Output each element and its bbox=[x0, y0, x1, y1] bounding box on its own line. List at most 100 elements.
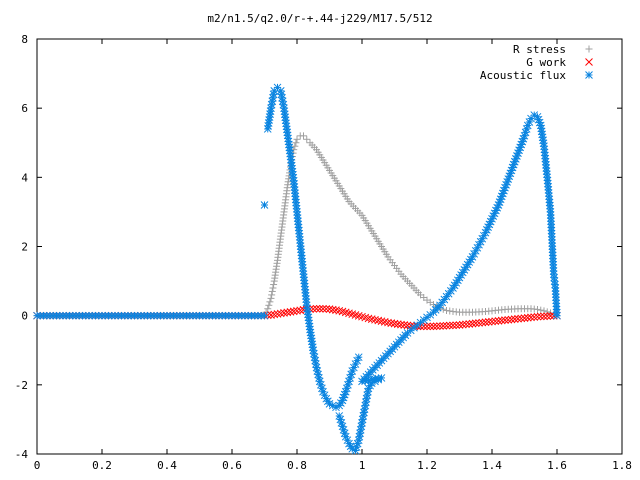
legend-marker bbox=[585, 71, 593, 79]
data-point bbox=[481, 318, 490, 327]
data-point bbox=[471, 319, 480, 328]
data-point bbox=[491, 317, 500, 326]
y-tick-label: 8 bbox=[21, 33, 28, 46]
data-point bbox=[533, 112, 542, 121]
data-point bbox=[264, 305, 272, 313]
data-point bbox=[312, 304, 321, 313]
data-point bbox=[534, 305, 541, 313]
x-tick-label: 1.4 bbox=[482, 459, 502, 472]
series-layer bbox=[33, 83, 561, 455]
y-tick-label: 4 bbox=[21, 171, 28, 184]
data-point bbox=[335, 306, 344, 315]
data-point bbox=[446, 307, 454, 315]
data-point bbox=[380, 318, 389, 326]
data-point bbox=[276, 309, 285, 318]
data-point bbox=[501, 316, 509, 325]
data-point bbox=[527, 313, 535, 322]
data-point bbox=[497, 316, 506, 325]
axes: 0 0.2 0.4 0.6 0.8 1 1.2 1.4 1.6 1.8 -4 -2 0 2 4 6 8 bbox=[15, 33, 632, 472]
data-point bbox=[384, 318, 392, 327]
x-tick-label: 1.2 bbox=[417, 459, 437, 472]
x-tick-label: 0.8 bbox=[287, 459, 307, 472]
legend-marker bbox=[585, 45, 593, 53]
data-point bbox=[300, 132, 307, 140]
data-point bbox=[400, 321, 409, 329]
data-point bbox=[270, 281, 278, 289]
x-tick-label: 1.6 bbox=[547, 459, 567, 472]
data-point bbox=[286, 308, 295, 316]
series-acoustic-flux bbox=[33, 83, 561, 455]
x-tick-label: 1.8 bbox=[612, 459, 632, 472]
data-point bbox=[510, 315, 519, 323]
data-point bbox=[322, 305, 331, 313]
data-point bbox=[449, 321, 457, 330]
data-point bbox=[292, 139, 300, 147]
data-point bbox=[364, 314, 373, 323]
legend-marker bbox=[585, 58, 593, 66]
data-point bbox=[260, 311, 269, 320]
data-point bbox=[293, 306, 301, 315]
data-point bbox=[315, 304, 324, 313]
data-point bbox=[488, 317, 496, 326]
x-tick-label: 0.6 bbox=[222, 459, 242, 472]
data-point bbox=[517, 314, 526, 323]
y-tick-label: -4 bbox=[15, 448, 29, 461]
data-point bbox=[270, 310, 279, 319]
legend-label: Acoustic flux bbox=[480, 69, 566, 82]
data-point bbox=[530, 313, 539, 321]
data-point bbox=[265, 301, 273, 309]
data-point bbox=[390, 319, 399, 328]
data-point bbox=[465, 258, 474, 266]
data-point bbox=[393, 320, 402, 328]
plot-frame bbox=[36, 38, 623, 455]
data-point bbox=[546, 312, 555, 320]
legend-label: R stress bbox=[513, 43, 566, 56]
data-point bbox=[403, 321, 412, 330]
data-point bbox=[260, 201, 269, 209]
data-point bbox=[273, 310, 282, 318]
data-point bbox=[468, 319, 477, 328]
data-point bbox=[266, 298, 274, 306]
data-point bbox=[462, 263, 470, 272]
data-point bbox=[296, 306, 305, 315]
data-point bbox=[267, 294, 275, 302]
data-point bbox=[504, 315, 513, 324]
data-point bbox=[462, 320, 470, 329]
data-point bbox=[374, 316, 383, 325]
data-point bbox=[371, 315, 379, 324]
data-point bbox=[423, 322, 431, 331]
data-point bbox=[430, 301, 437, 309]
data-point bbox=[432, 322, 441, 331]
data-point bbox=[475, 319, 483, 327]
data-point bbox=[280, 309, 288, 317]
y-tick-label: -2 bbox=[15, 379, 28, 392]
data-point bbox=[445, 321, 454, 330]
data-point bbox=[442, 321, 451, 330]
data-point bbox=[354, 353, 363, 362]
data-point bbox=[533, 312, 542, 321]
data-point bbox=[367, 315, 376, 323]
data-point bbox=[530, 111, 539, 119]
data-point bbox=[426, 322, 435, 331]
y-tick-label: 6 bbox=[21, 102, 28, 115]
data-point bbox=[507, 315, 516, 324]
data-point bbox=[293, 135, 301, 143]
data-point bbox=[455, 321, 464, 329]
data-point bbox=[377, 317, 386, 326]
data-point bbox=[543, 308, 551, 316]
data-point bbox=[268, 287, 276, 295]
data-point bbox=[291, 142, 299, 150]
data-point bbox=[325, 305, 334, 313]
data-point bbox=[332, 306, 340, 314]
data-point bbox=[443, 306, 450, 314]
data-point bbox=[484, 318, 493, 326]
x-tick-label: 0.4 bbox=[157, 459, 177, 472]
data-point bbox=[387, 319, 396, 327]
x-tick-label: 0 bbox=[34, 459, 41, 472]
data-point bbox=[289, 307, 298, 316]
data-point bbox=[436, 322, 444, 330]
data-point bbox=[328, 305, 337, 314]
data-point bbox=[268, 291, 276, 299]
data-point bbox=[439, 322, 448, 330]
